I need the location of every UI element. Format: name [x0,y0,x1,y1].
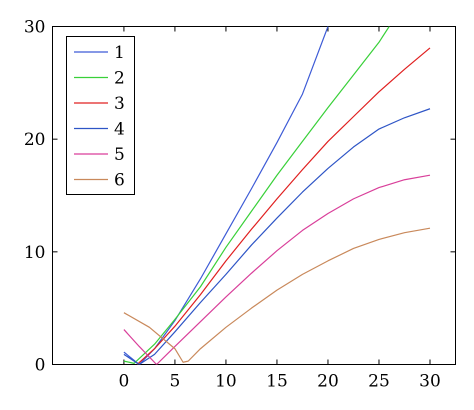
legend-label: 1 [114,43,125,63]
y-tick-label: 0 [35,356,46,376]
legend-label: 6 [114,171,125,191]
series-line-2 [123,26,390,364]
x-tick-label: 5 [170,372,181,392]
legend-label: 3 [114,94,125,114]
legend: 1 2 3 4 5 6 [66,36,135,195]
x-tick-label: 25 [368,372,390,392]
series-line-5 [123,174,431,365]
x-tick-label: 0 [119,372,130,392]
x-tick-label: 20 [317,372,339,392]
legend-label: 5 [114,145,125,165]
series-line-1 [123,26,329,365]
series-line-4 [123,108,431,365]
series-line-3 [136,47,431,365]
series-line-6 [123,227,431,363]
plot-frame [52,26,456,365]
x-tick-label: 10 [215,372,237,392]
x-tick-label: 15 [266,372,288,392]
legend-box [66,36,135,195]
series-lines [123,26,431,365]
legend-label: 4 [114,120,125,140]
y-tick-label: 30 [24,18,46,38]
y-tick-label: 10 [24,243,46,263]
x-tick-label: 30 [419,372,441,392]
legend-label: 2 [114,69,125,89]
y-tick-label: 20 [24,130,46,150]
